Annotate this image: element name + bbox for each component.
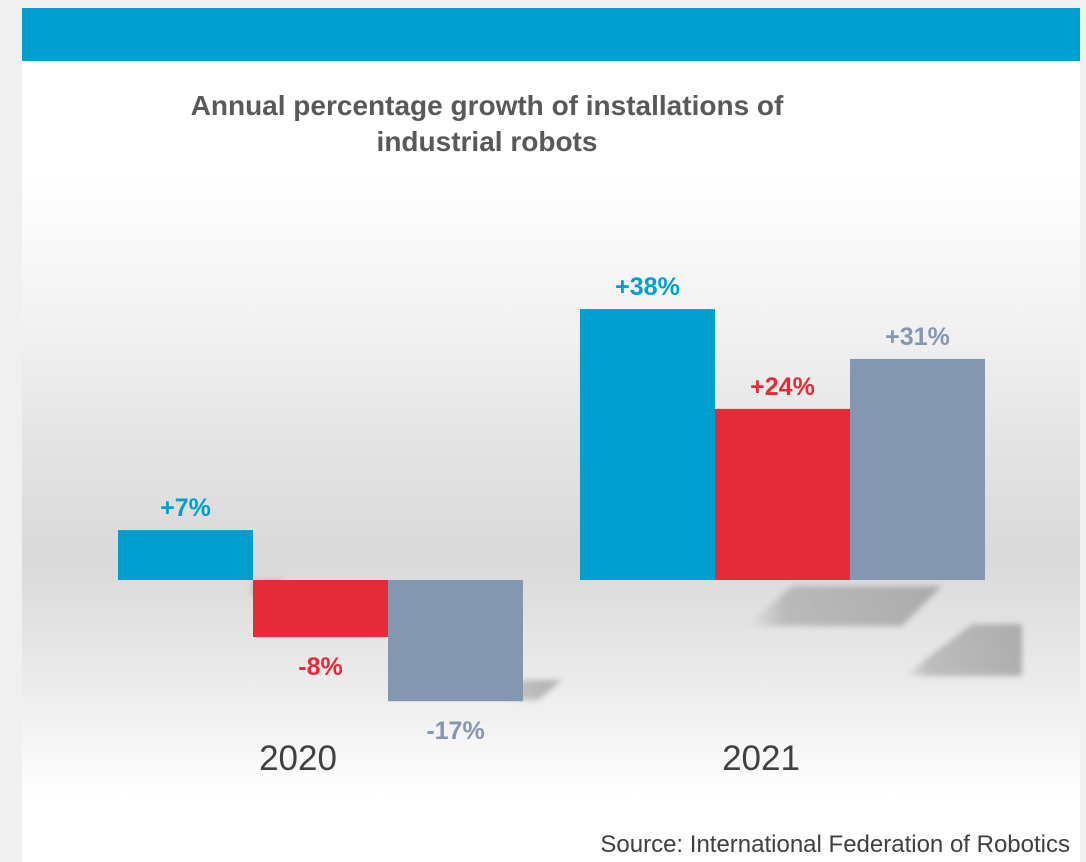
category-label: 2021: [722, 739, 800, 778]
value-label: -17%: [426, 717, 484, 745]
value-labels: +7% -8% -17% +38% +24% +31%: [160, 273, 950, 745]
category-label: 2020: [259, 739, 337, 778]
value-label: +38%: [615, 273, 680, 301]
bar-2020-2: [388, 580, 523, 702]
bar-2021-1: [715, 408, 850, 580]
bars: [118, 309, 985, 702]
bar-2021-2: [850, 358, 985, 580]
bar-2021-0: [580, 309, 715, 580]
chart-title: Annual percentage growth of installation…: [190, 90, 784, 157]
source-note: Source: International Federation of Robo…: [600, 831, 1070, 858]
bar-shadow: [512, 680, 562, 700]
chart-frame: Annual percentage growth of installation…: [22, 8, 1080, 862]
category-labels: 2020 2021: [259, 739, 800, 778]
value-label: -8%: [298, 653, 342, 681]
bar-shadow: [747, 586, 942, 626]
bar-2020-0: [118, 530, 253, 580]
bar-2020-1: [253, 580, 388, 638]
header-bar: [22, 8, 1080, 61]
bar-shadow: [904, 624, 1022, 676]
value-label: +31%: [885, 323, 950, 351]
value-label: +7%: [160, 494, 211, 522]
value-label: +24%: [750, 373, 815, 401]
bar-chart: +7% -8% -17% +38% +24% +31% 2020 2021: [118, 273, 1022, 778]
